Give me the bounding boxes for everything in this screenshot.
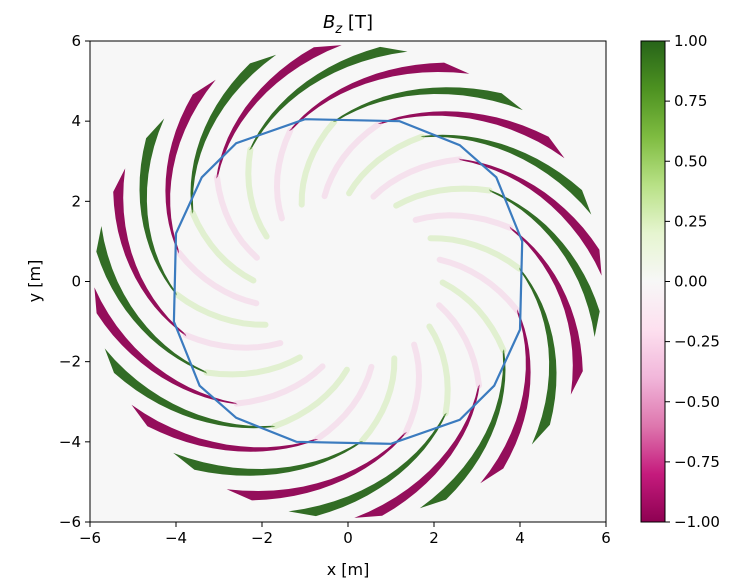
field-blade-positive: [190, 54, 277, 214]
field-blade-tail: [412, 212, 514, 231]
field-blade-negative: [165, 79, 216, 254]
title-unit: [T]: [342, 12, 373, 33]
field-blade-positive: [139, 118, 177, 296]
y-axis: −6 −4 −2 0 2 4 6: [59, 32, 90, 531]
title-main: B: [323, 12, 335, 33]
x-axis-label: x [m]: [327, 560, 370, 579]
colorbar-tick-label: 0.50: [674, 152, 707, 170]
chart-title: Bz [T]: [323, 12, 373, 37]
field-blade-tail: [182, 332, 284, 351]
field-blade-tail: [273, 127, 294, 222]
colorbar-tick-label: 0.00: [674, 273, 707, 291]
colorbar-tick-label: −0.75: [674, 453, 720, 471]
field-blade-negative: [216, 45, 342, 179]
field-blade-tail: [214, 174, 260, 261]
field-blades: [94, 45, 602, 518]
y-axis-label: y [m]: [25, 260, 44, 303]
field-blade-tail: [321, 120, 383, 200]
y-tick-label: −2: [59, 353, 81, 371]
x-tick-label: 6: [601, 529, 611, 547]
colorbar-axis: 1.00 0.75 0.50 0.25 0.00 −0.25 −0.50 −0.75 −1.00: [665, 32, 720, 531]
field-blade-tail: [189, 209, 257, 284]
colorbar-tick-label: −1.00: [674, 513, 720, 531]
field-blade-negative: [226, 432, 407, 501]
colorbar: [640, 40, 666, 523]
field-blade-tail: [402, 341, 423, 436]
y-tick-label: −6: [59, 513, 81, 531]
y-tick-label: 6: [71, 32, 81, 50]
y-tick-label: 2: [71, 192, 81, 210]
x-tick-label: −4: [165, 529, 187, 547]
field-blade-tail: [313, 363, 375, 443]
x-tick-label: −6: [79, 529, 101, 547]
field-blade-tail: [426, 323, 451, 417]
x-tick-label: 4: [515, 529, 525, 547]
y-tick-label: 0: [71, 273, 81, 291]
field-blade-tail: [298, 118, 338, 208]
y-tick-label: −4: [59, 433, 81, 451]
field-blade-tail: [427, 235, 523, 272]
field-blade-negative: [354, 384, 480, 518]
field-blade-tail: [393, 185, 493, 209]
field-blade-positive: [173, 441, 364, 476]
field-blade-tail: [233, 363, 326, 407]
colorbar-tick-label: 0.75: [674, 92, 707, 110]
field-blade-tail: [271, 366, 350, 430]
field-blade-negative: [94, 287, 238, 405]
x-tick-label: −2: [251, 529, 273, 547]
colorbar-tick-label: 1.00: [674, 32, 707, 50]
title-subscript: z: [334, 22, 343, 37]
y-tick-label: 4: [71, 112, 81, 130]
colorbar-tick-label: −0.50: [674, 393, 720, 411]
field-blade-positive: [519, 267, 557, 445]
field-blade-positive: [419, 349, 506, 509]
contour-line: [172, 118, 524, 445]
field-blade-tail: [358, 355, 398, 445]
field-blade-tail: [370, 156, 463, 200]
field-blade-tail: [436, 256, 521, 314]
field-blade-tail: [346, 133, 425, 197]
x-tick-label: 2: [429, 529, 439, 547]
field-blade-negative: [377, 111, 565, 159]
x-axis: −6 −4 −2 0 2 4 6: [79, 522, 611, 547]
field-blade-tail: [245, 146, 270, 240]
field-blade-tail: [439, 279, 507, 354]
x-tick-label: 0: [343, 529, 353, 547]
field-blade-tail: [175, 249, 260, 307]
field-blade-negative: [458, 158, 602, 276]
field-blade-negative: [480, 309, 531, 484]
field-blade-negative: [509, 226, 583, 395]
field-blade-tail: [436, 302, 482, 389]
field-blade-negative: [113, 168, 187, 337]
field-blade-negative: [131, 404, 319, 452]
field-blade-negative: [289, 62, 470, 131]
field-blade-tail: [203, 354, 303, 378]
colorbar-tick-label: 0.25: [674, 212, 707, 230]
field-blade-positive: [332, 87, 523, 122]
field-blade-positive: [104, 348, 276, 429]
field-blade-positive: [420, 134, 592, 215]
colorbar-tick-label: −0.25: [674, 333, 720, 351]
field-blade-tail: [173, 291, 269, 328]
